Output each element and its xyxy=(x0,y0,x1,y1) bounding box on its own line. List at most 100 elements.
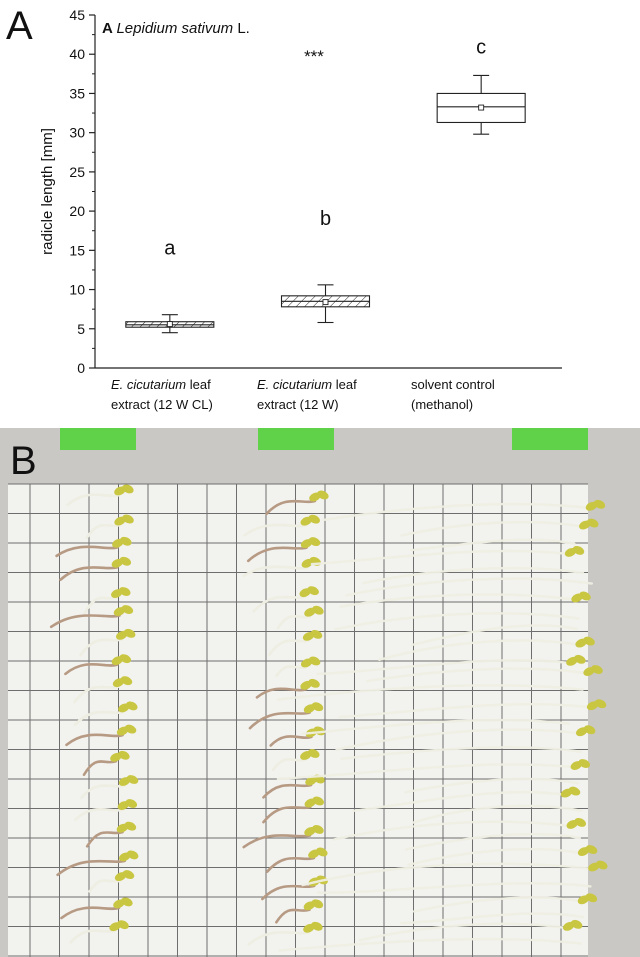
seedling-root xyxy=(64,662,119,676)
seedling-root xyxy=(59,565,119,582)
y-tick-label-0: 0 xyxy=(77,360,85,376)
seedling-root xyxy=(73,685,120,704)
seedling-root xyxy=(410,538,576,552)
seedling-root xyxy=(60,906,121,920)
seedling-cotyledons xyxy=(114,870,135,882)
chart-title-tag: A xyxy=(102,20,116,37)
y-tick-label-10: 10 xyxy=(69,282,85,298)
seedling-root xyxy=(85,830,124,848)
category-3-rest: solvent control xyxy=(411,377,495,392)
seedling-root xyxy=(242,565,309,577)
y-tick-label-20: 20 xyxy=(69,203,85,219)
seedling-root xyxy=(262,783,313,799)
seedling-cotyledons xyxy=(583,665,603,676)
seedling-cotyledons xyxy=(560,786,581,798)
seedling-cotyledons xyxy=(300,537,321,549)
seedling-cotyledons xyxy=(299,586,319,598)
seedling-root xyxy=(82,759,118,777)
seedling-photo-drawing xyxy=(8,428,608,957)
seedling-root xyxy=(83,596,119,615)
seedling-cotyledons xyxy=(303,899,324,911)
seedling-cotyledons xyxy=(114,484,134,496)
seedling-cotyledons xyxy=(304,824,324,836)
seedling-root xyxy=(261,884,316,901)
seedling-photo xyxy=(0,428,640,957)
seedling-cotyledons xyxy=(300,514,320,526)
seedling-root xyxy=(74,807,125,821)
seedling-root xyxy=(378,639,583,662)
seedling-cotyledons xyxy=(117,799,138,810)
seedling-root xyxy=(407,847,585,866)
box-group-2: b xyxy=(280,208,371,324)
seedling-root xyxy=(255,687,308,699)
seedling-root xyxy=(275,908,311,924)
mean-marker-1 xyxy=(166,321,173,328)
mean-marker-3 xyxy=(478,104,485,111)
seedling-root xyxy=(366,667,591,683)
seedling-root xyxy=(334,612,580,631)
category-1-rest: leaf xyxy=(186,377,211,392)
y-tick-label-40: 40 xyxy=(69,46,85,62)
y-tick-label-45: 45 xyxy=(69,7,85,23)
seedling-cotyledons xyxy=(564,545,585,557)
seedling-root xyxy=(66,493,122,507)
seedling-cotyledons xyxy=(300,678,320,690)
seedling-root xyxy=(335,728,583,751)
seedling-root xyxy=(73,710,126,727)
seedling-cotyledons xyxy=(116,628,136,640)
seedling-cotyledons xyxy=(585,499,606,511)
seedling-cotyledons xyxy=(109,920,129,932)
seedling-cotyledons xyxy=(309,490,329,502)
y-tick-label-35: 35 xyxy=(69,85,85,101)
seedling-cotyledons xyxy=(114,514,134,526)
seedling-cotyledons xyxy=(113,605,134,616)
seedling-cotyledons xyxy=(577,893,598,905)
seedling-cotyledons xyxy=(110,750,130,762)
seedling-root xyxy=(269,735,313,747)
category-label-2: E. cicutarium leaf extract (12 W) xyxy=(257,375,357,415)
label-tape-2 xyxy=(258,428,334,450)
seedling-root xyxy=(412,896,585,913)
seedling-cotyledons xyxy=(111,654,132,666)
seedling-cotyledons xyxy=(112,536,132,548)
seedling-cotyledons xyxy=(577,845,598,856)
seedling-cotyledons xyxy=(586,699,607,711)
group-letter-3: c xyxy=(476,36,486,58)
seedling-root xyxy=(340,746,583,760)
seedling-cotyledons xyxy=(118,775,139,786)
seedling-column-3 xyxy=(276,499,608,952)
seedling-root xyxy=(65,733,124,747)
seedling-root xyxy=(332,820,574,841)
y-tick-label-30: 30 xyxy=(69,125,85,141)
seedling-cotyledons xyxy=(570,759,591,770)
chart-title-suffix: L. xyxy=(233,20,250,37)
seedling-root xyxy=(56,859,126,877)
seedling-root xyxy=(339,593,579,608)
seedling-cotyledons xyxy=(118,850,139,862)
seedling-root xyxy=(55,545,120,558)
seedling-cotyledons xyxy=(303,702,324,714)
seedling-root xyxy=(88,879,122,893)
category-2-line2: extract (12 W) xyxy=(257,397,339,412)
y-tick-label-25: 25 xyxy=(69,164,85,180)
seedling-root xyxy=(247,930,311,946)
seedling-root xyxy=(301,862,596,887)
seedling-root xyxy=(268,639,310,656)
seedling-cotyledons xyxy=(300,749,320,760)
seedling-cotyledons xyxy=(118,701,138,713)
seedling-root xyxy=(49,614,121,629)
seedling-root xyxy=(80,784,126,799)
seedling-root xyxy=(345,577,594,597)
seedling-cotyledons xyxy=(111,587,131,598)
box-group-1: a xyxy=(125,238,215,334)
category-3-line2: (methanol) xyxy=(411,397,474,412)
seedling-cotyledons xyxy=(566,654,586,666)
seedling-root xyxy=(410,624,578,647)
y-tick-label-5: 5 xyxy=(77,321,85,337)
seedling-root xyxy=(316,659,574,676)
group-letter-1: a xyxy=(164,238,176,260)
y-tick-label-15: 15 xyxy=(69,242,85,258)
seedling-cotyledons xyxy=(113,897,133,909)
seedling-cotyledons xyxy=(579,518,599,530)
panel-a-letter: A xyxy=(6,4,33,48)
